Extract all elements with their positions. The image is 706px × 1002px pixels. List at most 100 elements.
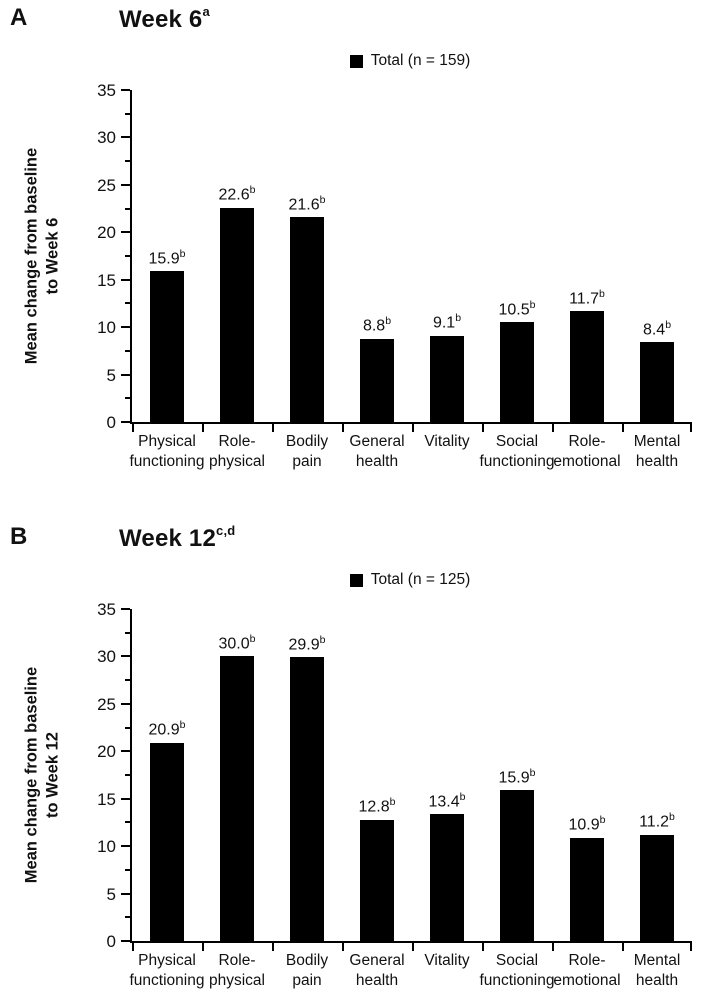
x-axis-tick xyxy=(622,424,624,432)
y-axis-title: Mean change from baseline to Week 12 xyxy=(22,667,65,883)
category-label-line: Physical xyxy=(138,952,196,969)
bar-value-number: 11.2 xyxy=(639,813,670,831)
bar xyxy=(290,217,324,422)
x-axis-category-label: Role-physical xyxy=(182,432,292,472)
y-axis-major-tick xyxy=(121,702,130,705)
x-axis-tick xyxy=(482,424,484,432)
x-axis-tick xyxy=(202,424,204,432)
bar-value-number: 30.0 xyxy=(218,635,250,653)
bar-value-label: 20.9b xyxy=(132,720,202,738)
category-label-line: Mental xyxy=(633,952,681,969)
y-axis-tick-label: 0 xyxy=(106,413,116,432)
chart-title-week-12: Week 12c,d xyxy=(119,523,235,553)
y-axis-minor-tick xyxy=(125,726,130,729)
bar xyxy=(290,657,324,941)
y-axis-tick-label: 25 xyxy=(97,694,116,714)
category-label-line: health xyxy=(355,453,399,471)
category-label-line: Role- xyxy=(568,952,606,969)
y-axis-minor-tick xyxy=(125,302,130,305)
bar-value-superscript: b xyxy=(179,719,186,732)
y-axis-minor-tick xyxy=(125,349,130,352)
bar-value-number: 12.8 xyxy=(358,798,390,816)
bar xyxy=(640,834,674,941)
y-axis-tick-label: 15 xyxy=(97,789,116,809)
bar-value-superscript: b xyxy=(385,315,392,328)
chart-title-superscript: a xyxy=(202,4,210,19)
legend-label: Total (n = 159) xyxy=(370,52,471,69)
bar-value-number: 11.7 xyxy=(569,290,600,308)
y-axis-major-tick xyxy=(121,750,130,753)
chart-title-text: Week 12 xyxy=(119,525,217,552)
y-axis-title: Mean change from baseline to Week 6 xyxy=(22,148,65,364)
x-axis-category-label: Mental health xyxy=(602,951,706,991)
bar xyxy=(570,837,604,941)
x-axis-tick xyxy=(622,943,624,951)
bar-value-superscript: b xyxy=(529,299,536,312)
y-axis-major-tick xyxy=(121,845,130,848)
bar-value-superscript: b xyxy=(529,766,536,779)
y-axis-minor-tick xyxy=(125,868,130,871)
x-axis-category-label: General health xyxy=(322,951,432,991)
x-axis-category-label: General health xyxy=(322,432,432,472)
category-label-line: Physical xyxy=(138,433,196,450)
category-label-line: General xyxy=(349,952,405,969)
x-axis-tick xyxy=(272,424,274,432)
bar-value-label: 12.8b xyxy=(342,797,412,815)
y-axis-major-tick xyxy=(121,326,130,329)
panel-letter-a: A xyxy=(10,4,28,31)
chart-title-text: Week 6 xyxy=(119,6,203,33)
category-label-line: functioning xyxy=(479,972,555,990)
bar-value-label: 29.9b xyxy=(272,635,342,653)
bar-value-number: 22.6 xyxy=(218,186,250,204)
bar-value-label: 11.7b xyxy=(552,288,622,308)
category-label-line: emotional xyxy=(553,972,621,990)
x-axis-category-label: Bodily pain xyxy=(252,951,362,991)
category-label-line: pain xyxy=(292,453,322,471)
y-axis-tick-label: 35 xyxy=(97,81,116,100)
x-axis-category-label: Physical functioning xyxy=(112,951,222,991)
bar-value-label: 21.6b xyxy=(272,195,342,213)
bar xyxy=(150,742,184,941)
x-axis-tick xyxy=(412,424,414,432)
x-axis-tick xyxy=(482,943,484,951)
bar-value-number: 15.9 xyxy=(148,250,180,268)
bar-value-superscript: b xyxy=(249,184,256,197)
bar-value-label: 10.9b xyxy=(552,815,622,833)
bar-value-label: 8.8b xyxy=(342,316,412,334)
panel-letter-b: B xyxy=(10,523,28,550)
y-axis-major-tick xyxy=(121,136,130,139)
y-axis-title-line1: Mean change from baseline xyxy=(22,666,41,884)
y-axis-major-tick xyxy=(121,608,130,610)
plot-area: 0 5 10 15 20 25 30 35 15.9b Physical functioning 22… xyxy=(97,82,692,470)
panel-week-6: A Week 6a Total (n = 159) Mean change fr… xyxy=(10,4,692,470)
bar-value-superscript: b xyxy=(249,633,256,646)
bar-value-superscript: b xyxy=(389,796,396,809)
category-label-line: health xyxy=(635,453,679,471)
category-label-line: Role- xyxy=(568,433,606,450)
category-label-line: functioning xyxy=(479,453,555,471)
y-axis-tick-label: 10 xyxy=(97,318,116,338)
bar-value-label: 13.4b xyxy=(412,791,482,810)
x-axis-category-label: Vitality xyxy=(392,432,502,452)
bar-value-superscript: b xyxy=(319,193,326,206)
bar xyxy=(360,819,394,941)
x-axis-tick xyxy=(552,424,554,432)
legend-swatch-icon xyxy=(349,54,363,68)
panel-week-12: B Week 12c,d Total (n = 125) Mean change… xyxy=(0,501,706,1002)
y-axis-tick-label: 15 xyxy=(97,270,116,290)
legend-label: Total (n = 125) xyxy=(370,571,471,588)
category-label-line: Vitality xyxy=(424,433,470,450)
y-axis-major-tick xyxy=(121,940,130,942)
y-axis-minor-tick xyxy=(125,397,130,400)
bar-value-superscript: b xyxy=(319,634,326,647)
x-axis-category-label: Mental health xyxy=(602,432,706,472)
bar-value-superscript: b xyxy=(665,319,672,331)
y-axis-minor-tick xyxy=(125,631,130,634)
bar-value-number: 20.9 xyxy=(148,721,180,739)
x-axis-category-label: Role-emotional xyxy=(532,951,642,991)
category-label-line: Vitality xyxy=(424,952,470,969)
y-axis-minor-tick xyxy=(125,774,130,776)
bar-value-superscript: b xyxy=(179,247,186,260)
y-axis-title-line2: to Week 6 xyxy=(44,217,62,295)
y-axis-minor-tick xyxy=(125,112,130,115)
